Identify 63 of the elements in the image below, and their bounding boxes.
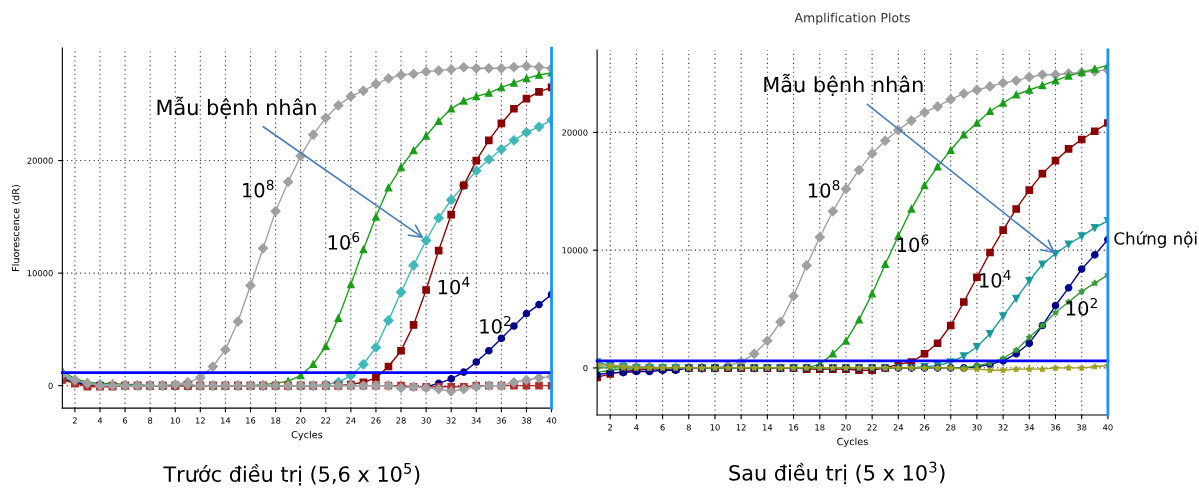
x-tick-label: 26	[371, 417, 381, 424]
x-tick-label: 6	[660, 424, 665, 431]
x-tick-label: 34	[1024, 424, 1035, 431]
x-tick-label: 12	[736, 424, 746, 431]
x-tick-label: 40	[1102, 424, 1113, 431]
y-tick-label: 10000	[27, 270, 53, 277]
x-tick-label: 34	[471, 417, 482, 424]
annotation: 10$^{2}$	[480, 315, 511, 334]
annotation: 10$^{6}$	[897, 234, 929, 253]
x-tick-label: 10	[170, 417, 180, 424]
chart-title: Amplification Plots	[794, 12, 910, 25]
x-tick-label: 6	[123, 417, 128, 424]
y-tick-label: 10000	[562, 247, 588, 254]
x-tick-label: 20	[841, 424, 851, 431]
x-tick-label: 2	[608, 424, 613, 431]
x-tick-label: 12	[195, 417, 205, 424]
x-tick-label: 32	[998, 424, 1008, 431]
annotation: Chứng nội	[1114, 231, 1197, 248]
x-tick-label: 18	[815, 424, 825, 431]
x-tick-label: 30	[421, 417, 431, 424]
annotation: 10$^{2}$	[1066, 297, 1097, 316]
x-tick-label: 38	[1077, 424, 1087, 431]
x-tick-label: 28	[396, 417, 406, 424]
x-tick-label: 26	[919, 424, 930, 431]
y-tick-label: 20000	[562, 129, 588, 136]
x-tick-label: 4	[634, 424, 639, 431]
x-tick-label: 14	[762, 424, 773, 431]
x-tick-label: 24	[346, 417, 356, 424]
y-tick-label: 0	[48, 382, 53, 389]
y-tick-label: 20000	[27, 157, 53, 164]
x-tick-label: 18	[271, 417, 281, 424]
x-tick-label: 16	[246, 417, 256, 424]
x-tick-label: 20	[295, 417, 306, 424]
x-tick-label: 8	[686, 424, 691, 431]
x-tick-label: 22	[867, 424, 877, 431]
annotation: 10$^{4}$	[438, 276, 470, 295]
y-tick-label: 0	[583, 364, 588, 372]
x-tick-label: 40	[546, 417, 557, 424]
annotation: 10$^{8}$	[243, 179, 274, 198]
x-tick-label: 36	[1050, 424, 1061, 431]
x-axis-title: Cycles	[291, 430, 323, 441]
annotation: 10$^{4}$	[980, 270, 1011, 288]
x-axis-title: Cycles	[837, 437, 868, 448]
x-tick-label: 22	[321, 417, 331, 424]
x-tick-label: 30	[972, 424, 982, 431]
annotation: 10$^{6}$	[328, 231, 360, 250]
x-tick-label: 10	[710, 424, 720, 431]
x-tick-label: 36	[496, 417, 507, 424]
text: Sau điều trị (5 x 10$^{3}$)	[729, 461, 945, 485]
x-tick-label: 38	[521, 417, 532, 424]
x-tick-label: 8	[148, 417, 153, 424]
y-axis-title: Fluorescence (dR)	[11, 185, 21, 271]
text: Trước điều trị (5,6 x 10$^{5}$)	[163, 463, 420, 486]
x-tick-label: 16	[789, 424, 799, 431]
x-tick-label: 24	[893, 424, 904, 431]
annotation: Mẫu bệnh nhân	[764, 73, 923, 96]
x-tick-label: 28	[946, 424, 956, 431]
x-tick-label: 32	[446, 417, 456, 424]
x-tick-label: 14	[221, 417, 231, 424]
annotation: Mẫu bệnh nhân	[157, 96, 316, 119]
annotation: 10$^{8}$	[808, 180, 840, 198]
x-tick-label: 4	[97, 417, 103, 424]
x-tick-label: 2	[72, 417, 77, 424]
